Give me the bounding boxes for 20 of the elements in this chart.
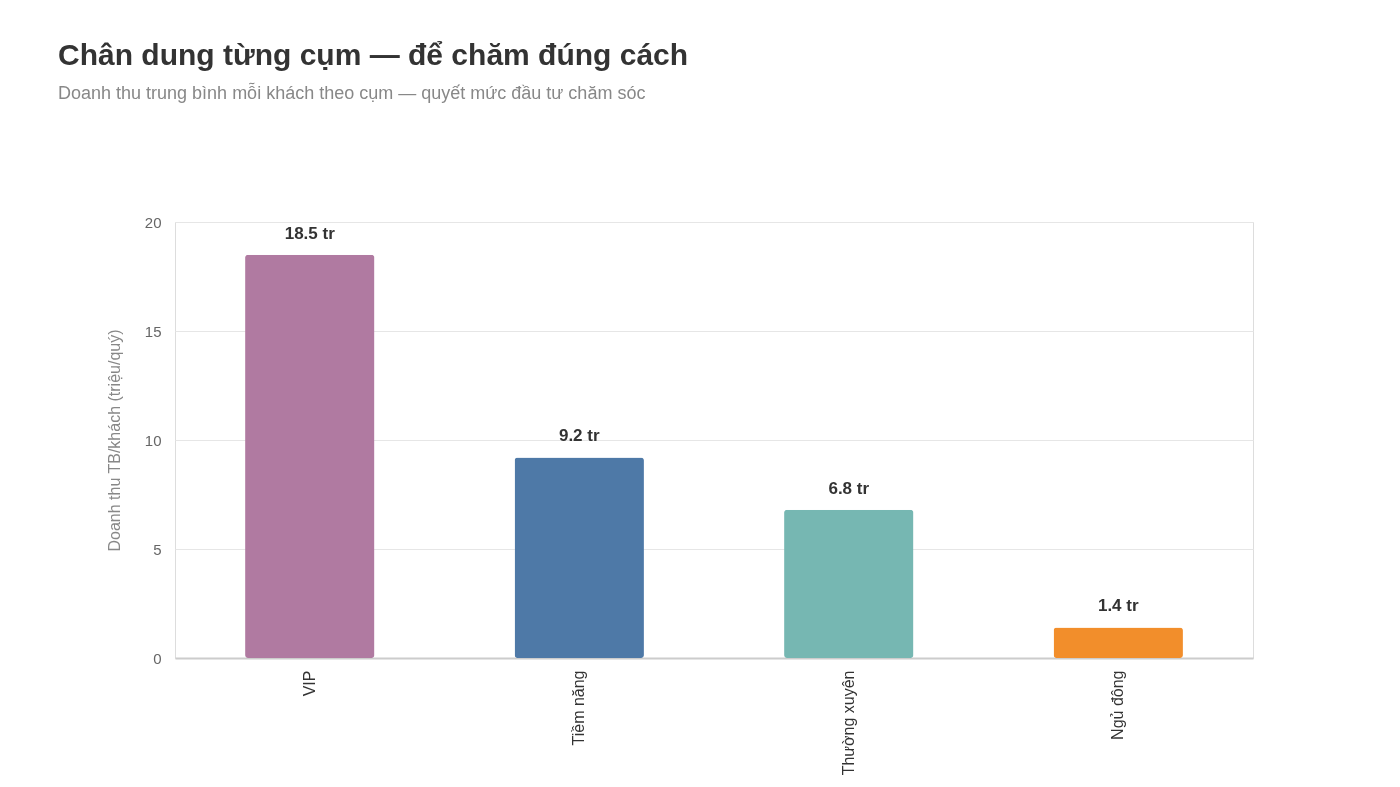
bar (245, 254, 375, 658)
y-tick-label: 5 (153, 540, 162, 558)
bar (514, 457, 644, 658)
x-tick-label: VIP (300, 670, 318, 697)
data-label: 6.8 tr (828, 478, 870, 498)
y-tick-label: 20 (144, 213, 162, 231)
x-tick-label: Thường xuyên (839, 670, 857, 776)
x-tick-label: Tiềm năng (570, 670, 588, 746)
chart-subtitle: Doanh thu trung bình mỗi khách theo cụm — quyết mức đầu tư chăm sóc (58, 82, 646, 103)
data-label: 1.4 tr (1097, 596, 1139, 616)
data-label: 18.5 tr (284, 223, 336, 243)
data-label: 9.2 tr (558, 426, 600, 446)
chart-title: Chân dung từng cụm — để chăm đúng cách (58, 38, 689, 71)
y-tick-label: 0 (153, 649, 162, 667)
y-axis-title: Doanh thu TB/khách (triệu/quý) (105, 329, 123, 552)
bar (784, 509, 914, 658)
bar (1053, 627, 1183, 658)
x-tick-label: Ngủ đông (1109, 670, 1127, 740)
y-tick-label: 10 (144, 431, 162, 449)
y-tick-label: 15 (144, 322, 162, 340)
